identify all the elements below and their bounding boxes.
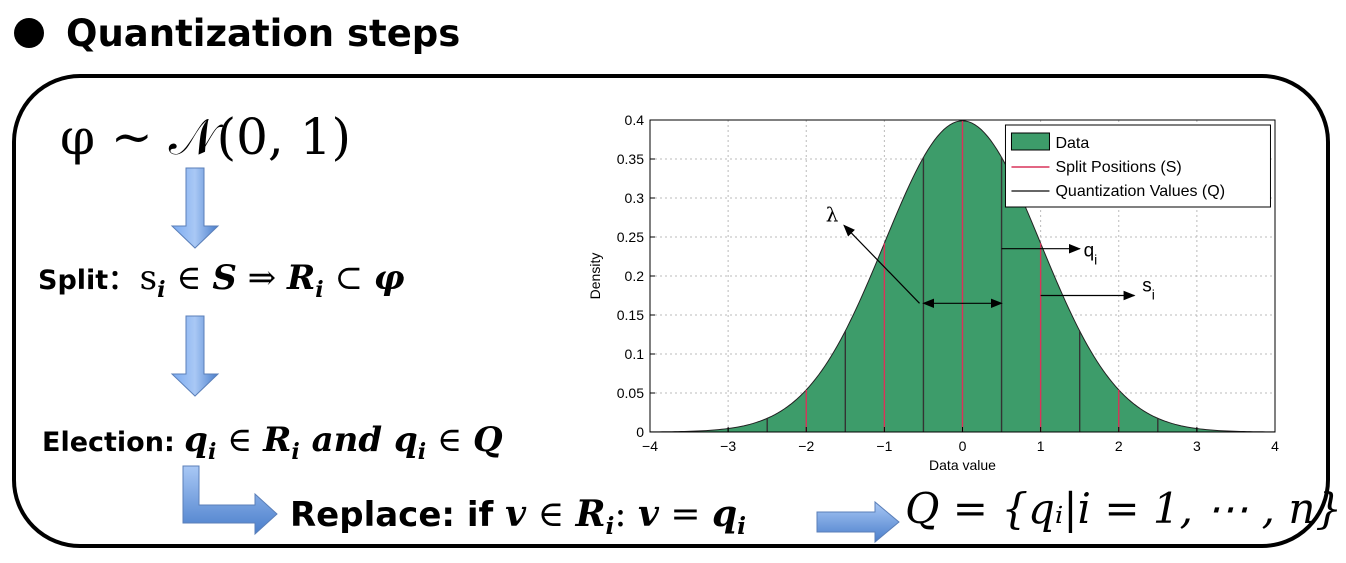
y-tick-label: 0.15	[617, 307, 644, 323]
down-arrows	[170, 167, 220, 397]
x-tick-label: −3	[720, 438, 736, 454]
x-tick-label: 1	[1037, 438, 1045, 454]
right-arrow-icon	[816, 500, 900, 544]
lambda-label: λ	[826, 202, 839, 226]
split-step: Split： si ∈ S ⇒ Ri ⊂ φ	[38, 258, 405, 303]
split-formula: si ∈ S ⇒ Ri ⊂ φ	[139, 258, 405, 303]
replace-formula: v ∈ Ri: v = qi	[505, 493, 747, 541]
legend-entry: Quantization Values (Q)	[1055, 183, 1225, 200]
page-title: Quantization steps	[66, 11, 461, 55]
down-arrow-icon	[170, 167, 220, 249]
election-step: Election: qi ∈ Ri and qi ∈ Q	[42, 420, 503, 465]
down-arrow-icon	[170, 315, 220, 397]
y-tick-label: 0.35	[617, 151, 644, 167]
x-tick-label: 4	[1271, 438, 1279, 454]
x-axis-label: Data value	[929, 457, 996, 473]
x-tick-label: −1	[876, 438, 892, 454]
lambda-pointer-arrow	[843, 224, 920, 304]
q-set-formula: Q = {qᵢ|i = 1, ⋯ , n}	[905, 484, 1343, 533]
legend-swatch-data	[1010, 132, 1050, 151]
y-tick-label: 0.05	[617, 385, 644, 401]
replace-label: Replace: if	[290, 495, 506, 535]
flow-arrows	[182, 465, 900, 544]
x-tick-label: 3	[1193, 438, 1201, 454]
y-tick-label: 0.25	[617, 229, 644, 245]
phi-distribution-formula: φ ~ 𝒩(0, 1)	[60, 108, 352, 166]
y-tick-label: 0.2	[625, 268, 645, 284]
x-tick-label: 0	[959, 438, 967, 454]
replace-step: Replace: if v ∈ Ri: v = qi	[290, 493, 746, 540]
heading-row: Quantization steps	[14, 8, 460, 58]
election-formula: qi ∈ Ri and qi ∈ Q	[184, 420, 503, 465]
legend-entry: Split Positions (S)	[1055, 159, 1181, 176]
x-tick-label: −2	[798, 438, 814, 454]
split-label: Split：	[38, 265, 136, 296]
x-tick-label: −4	[642, 438, 658, 454]
y-tick-label: 0.4	[625, 112, 645, 128]
si-label: si	[1142, 276, 1155, 303]
l-arrow-icon	[182, 465, 278, 536]
x-tick-label: 2	[1115, 438, 1123, 454]
legend-entry: Data	[1055, 135, 1089, 152]
qi-label: qi	[1084, 241, 1098, 268]
y-tick-label: 0	[636, 424, 644, 440]
y-tick-label: 0.3	[625, 190, 645, 206]
y-axis-label: Density	[587, 253, 603, 300]
election-label: Election:	[42, 427, 185, 458]
bullet-icon	[14, 18, 44, 48]
y-tick-label: 0.1	[625, 346, 645, 362]
content-frame	[12, 74, 1330, 548]
density-chart: −4 −3 −2 −1 0 1 2 3 4 0 0.05 0.1 0.15 0.2 0.25 0.3 0.35 0…	[587, 112, 1279, 473]
